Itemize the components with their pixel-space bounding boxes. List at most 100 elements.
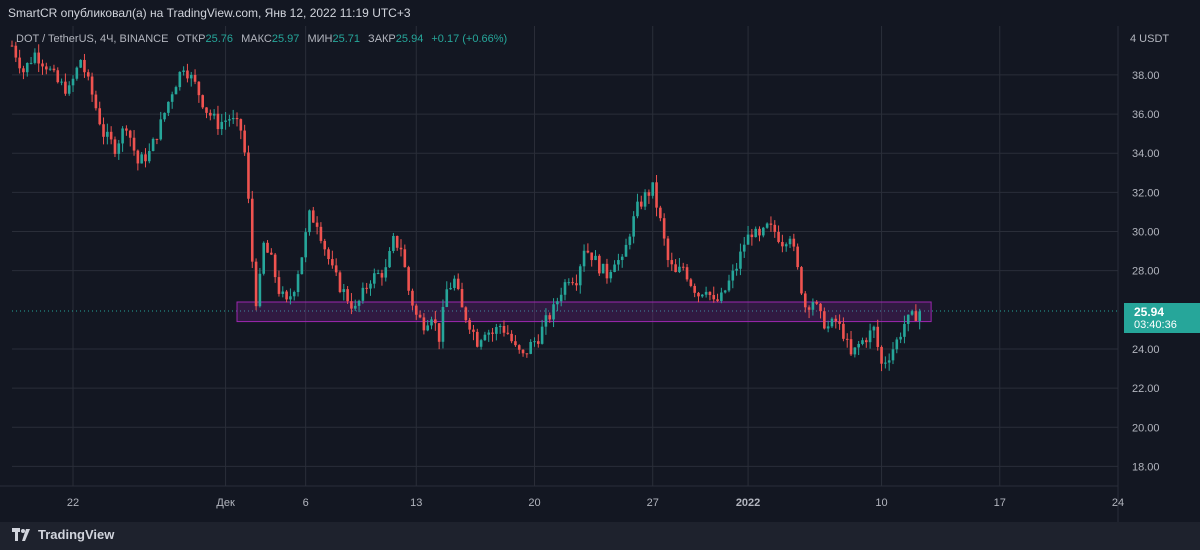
candle [41,59,44,75]
candle [170,91,174,109]
candle [769,216,773,232]
candle [571,277,574,286]
candle [94,90,98,111]
candle [109,126,113,145]
candle [758,226,761,242]
candle [731,264,735,289]
candle [514,335,517,347]
candle [517,344,521,354]
candle [864,337,868,348]
candle [453,275,456,291]
candle [430,316,433,330]
tradingview-logo[interactable]: TradingView [12,527,114,542]
candle [228,114,231,127]
candle [418,310,422,319]
candle [659,205,662,222]
candle [914,304,918,322]
candle [830,317,834,329]
candle [639,195,643,210]
candle [792,233,796,252]
candle [807,305,811,319]
candle [128,129,132,147]
candle [67,81,71,96]
candle [289,288,292,305]
candle [449,282,452,290]
candle [350,293,353,315]
candle [52,64,56,73]
candle [327,247,330,265]
price-chart[interactable]: 38.00 36.00 34.00 32.00 30.00 28.00 24.00 22.00… [0,26,1200,522]
x-tick-label: 6 [303,497,309,509]
candle [270,248,273,255]
candle [559,287,563,307]
candle [10,40,14,47]
candle [315,216,319,235]
candle [720,287,723,304]
candle [399,239,403,257]
candle [174,85,178,95]
candle [910,309,914,316]
candle [144,148,147,168]
candle [193,69,197,85]
candle [506,325,510,335]
candle [723,289,727,294]
candle [445,281,449,308]
y-tick-label: 22.00 [1132,383,1160,395]
candle [727,274,731,293]
y-tick-label: 28.00 [1132,266,1160,278]
candle [90,72,94,102]
candle [414,303,418,320]
candle [75,66,79,81]
candle [285,289,288,303]
candle [346,286,349,304]
tradingview-icon [12,527,30,541]
close-label: ЗАКР25.94 [368,33,424,45]
candle [155,138,159,145]
current-price-label: 25.94 03:40:36 [1124,303,1200,333]
candle [102,117,105,145]
candle [231,109,235,124]
candle [125,125,128,136]
candle [209,109,212,121]
candle [388,247,391,268]
candle [918,308,921,330]
candle [529,339,532,355]
candle [697,291,700,303]
candle [857,340,860,356]
y-tick-label: 24.00 [1132,344,1160,356]
candle [739,243,742,276]
x-tick-label: 27 [647,497,659,509]
candle [361,282,365,304]
candle [544,308,548,335]
candle [746,225,750,245]
candle [826,320,830,333]
candle [182,66,185,76]
candle [395,235,399,251]
candle [704,286,708,298]
candle [685,264,689,282]
candle [22,65,25,80]
time-axis: 22 Дек 6 13 20 27 2022 10 17 24 [67,497,1124,509]
candle [189,71,193,87]
brand-name: TradingView [38,527,115,542]
candle [292,290,296,301]
candle [266,240,269,253]
candle [48,66,52,71]
candle [304,228,307,263]
candle [670,252,674,271]
candle [849,330,853,357]
candle [472,324,475,341]
candle [98,101,102,126]
candle [777,225,780,244]
x-tick-label: 2022 [736,497,760,509]
candle [86,69,90,81]
candle [357,299,361,313]
candle [281,286,285,298]
candle [186,63,189,83]
candle [434,310,437,331]
candle [895,337,899,354]
candle [163,112,166,122]
candle [277,270,281,297]
candle [411,288,414,311]
candle [838,314,841,330]
